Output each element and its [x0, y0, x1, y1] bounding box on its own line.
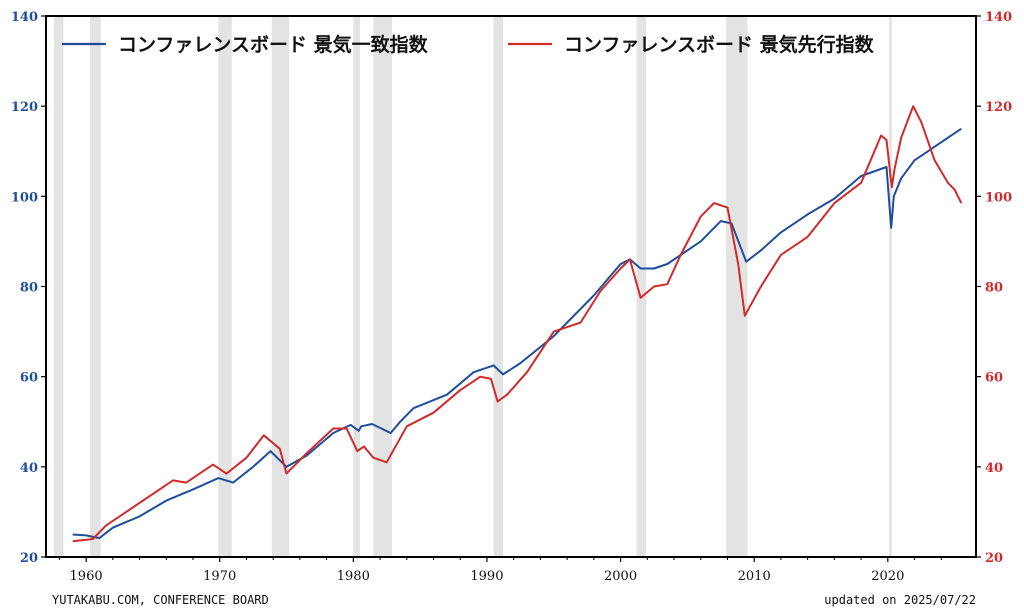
recession-band [493, 16, 503, 557]
recession-band [90, 16, 101, 557]
y-right-tick-label: 20 [985, 551, 1003, 566]
x-tick-label: 2000 [604, 569, 637, 584]
series-lines [72, 105, 963, 543]
recession-bands [54, 16, 892, 557]
recession-band [54, 16, 64, 557]
y-left-tick-label: 140 [11, 10, 38, 25]
updated-date: updated on 2025/07/22 [824, 593, 976, 607]
x-tick-label: 2020 [871, 569, 904, 584]
recession-band [636, 16, 646, 557]
x-tick-label: 1990 [470, 569, 503, 584]
recession-band [726, 16, 748, 557]
recession-band [353, 16, 361, 557]
y-right-tick-label: 80 [985, 281, 1003, 296]
plot-frame [45, 15, 977, 558]
x-tick-label: 1970 [203, 569, 236, 584]
y-right-tick-label: 120 [985, 100, 1012, 115]
recession-band [373, 16, 393, 557]
y-right-tick-label: 60 [985, 371, 1003, 386]
source-credit: YUTAKABU.COM, CONFERENCE BOARD [52, 593, 269, 607]
y-left-tick-label: 40 [20, 461, 38, 476]
y-right-tick-label: 40 [985, 461, 1003, 476]
y-left-tick-label: 60 [20, 371, 38, 386]
x-tick-label: 1980 [337, 569, 370, 584]
y-left-tick-label: 120 [11, 100, 38, 115]
y-left-tick-label: 100 [11, 190, 38, 205]
recession-band [218, 16, 232, 557]
axis-ticks: 1960 1970 1980 1990 2000 2010 2020204060801001… [11, 10, 1012, 584]
y-right-tick-label: 100 [985, 190, 1012, 205]
legend-label-coincident: コンファレンスボード 景気一致指数 [118, 33, 429, 56]
x-tick-label: 2010 [738, 569, 771, 584]
legend: コンファレンスボード 景気一致指数 コンファレンスボード 景気先行指数 [62, 33, 875, 56]
y-left-tick-label: 20 [20, 551, 38, 566]
recession-band [889, 16, 892, 557]
legend-label-leading: コンファレンスボード 景気先行指数 [564, 33, 875, 56]
y-right-tick-label: 140 [985, 10, 1012, 25]
series-line-leading [72, 105, 963, 543]
series-line-coincident [72, 127, 962, 540]
y-left-tick-label: 80 [20, 281, 38, 296]
recession-band [271, 16, 290, 557]
x-tick-label: 1960 [70, 569, 103, 584]
